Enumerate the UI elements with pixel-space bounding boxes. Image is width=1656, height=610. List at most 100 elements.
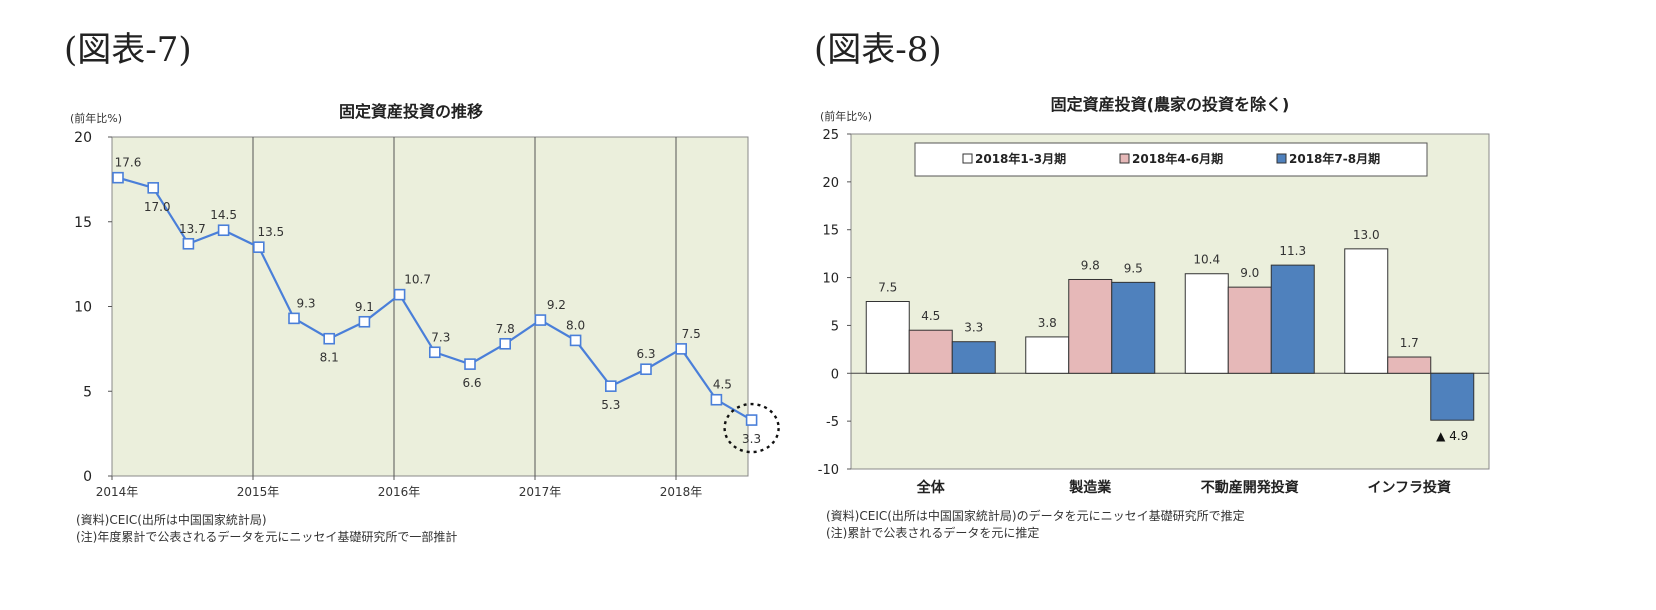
- figure-8-label: (図表-8): [814, 30, 942, 70]
- legend-box: [914, 142, 1428, 177]
- y-tick-label: 0: [83, 469, 92, 485]
- data-point: [182, 237, 195, 250]
- data-label: 6.3: [636, 347, 655, 361]
- data-point: [534, 314, 547, 326]
- data-label: 9.2: [547, 298, 566, 312]
- data-point: [217, 224, 230, 237]
- data-label: 9.8: [1081, 258, 1100, 272]
- chart-title: 固定資産投資の推移: [339, 102, 483, 121]
- plot-area: [850, 133, 1490, 470]
- data-label: 3.8: [1038, 316, 1057, 330]
- chart2-source-note: (資料)CEIC(出所は中国国家統計局)のデータを元にニッセイ基礎研究所で推定: [826, 509, 1245, 523]
- data-label: 10.4: [1193, 253, 1220, 267]
- y-tick-label: 25: [822, 128, 839, 143]
- data-point: [675, 343, 688, 355]
- y-tick-label: -5: [826, 415, 839, 430]
- chart1-footnote: (注)年度累計で公表されるデータを元にニッセイ基礎研究所で一部推計: [76, 530, 458, 544]
- chart-title: 固定資産投資(農家の投資を除く): [1051, 95, 1290, 114]
- data-label: 11.3: [1279, 244, 1306, 258]
- data-point: [393, 288, 406, 301]
- data-point: [323, 332, 336, 345]
- data-label: 8.1: [320, 351, 339, 365]
- legend-swatch: [1119, 153, 1130, 164]
- category-label: 製造業: [1068, 479, 1112, 496]
- data-point: [464, 358, 476, 370]
- data-point: [358, 315, 371, 328]
- y-axis-label: (前年比%): [70, 111, 122, 125]
- y-axis-label: (前年比%): [820, 109, 872, 123]
- bar: [1068, 278, 1113, 374]
- bar: [865, 301, 910, 374]
- data-label: 7.8: [496, 322, 515, 336]
- x-tick-label: 2015年: [237, 485, 280, 499]
- data-label: 3.3: [742, 432, 761, 446]
- data-label: 5.3: [601, 398, 620, 412]
- y-tick-label: 20: [822, 176, 839, 191]
- bar: [1025, 336, 1070, 374]
- data-point: [569, 334, 582, 347]
- data-label: 10.7: [404, 273, 431, 287]
- bar: [1184, 273, 1229, 374]
- data-point: [428, 346, 441, 359]
- data-point: [112, 171, 124, 184]
- data-label: 13.7: [179, 222, 206, 236]
- legend-label: 2018年4-6月期: [1132, 151, 1223, 166]
- y-tick-label: 10: [822, 272, 839, 287]
- y-tick-label: 0: [831, 367, 839, 382]
- bar: [1111, 281, 1156, 374]
- bar: [1344, 248, 1389, 374]
- y-tick-label: -10: [818, 463, 839, 478]
- data-point: [147, 182, 159, 194]
- data-label: 9.5: [1124, 261, 1143, 275]
- figure-7-label: (図表-7): [64, 30, 192, 70]
- data-point: [710, 393, 723, 406]
- y-tick-label: 20: [74, 130, 92, 146]
- data-label: 7.5: [682, 327, 701, 341]
- data-label: 1.7: [1400, 336, 1419, 350]
- data-label: 13.0: [1353, 228, 1380, 242]
- data-label: 17.6: [115, 156, 142, 170]
- bar: [1387, 356, 1432, 374]
- legend-swatch: [1276, 153, 1287, 164]
- data-point: [640, 363, 652, 376]
- y-tick-label: 10: [74, 300, 92, 316]
- y-tick-label: 5: [83, 384, 92, 400]
- data-label: 4.5: [713, 378, 732, 392]
- data-label: 8.0: [566, 318, 585, 332]
- data-label: 3.3: [964, 321, 983, 335]
- data-label: ▲ 4.9: [1436, 429, 1468, 443]
- data-point: [499, 337, 512, 350]
- legend-swatch: [962, 153, 973, 164]
- plot-area: [111, 136, 749, 477]
- legend-label: 2018年1-3月期: [975, 151, 1066, 166]
- y-tick-label: 15: [822, 224, 839, 239]
- bar: [1270, 264, 1315, 374]
- x-tick-label: 2018年: [660, 485, 703, 499]
- y-tick-label: 5: [831, 319, 839, 334]
- x-tick-label: 2017年: [519, 485, 562, 499]
- data-label: 9.0: [1240, 266, 1259, 280]
- data-point: [253, 241, 265, 253]
- chart2-footnote: (注)累計で公表されるデータを元に推定: [826, 526, 1040, 540]
- bar-chart: -10 -5 0 5 10 15 20 25 (前年比%) 固定資産投資(農家の投資を除く) 201…: [818, 95, 1490, 496]
- data-label: 9.1: [355, 300, 374, 314]
- bar: [908, 329, 953, 374]
- y-tick-label: 15: [74, 215, 92, 231]
- category-label: インフラ投資: [1367, 479, 1451, 496]
- x-tick-label: 2014年: [96, 485, 139, 499]
- bar: [951, 341, 996, 374]
- data-label: 6.6: [462, 376, 481, 390]
- chart1-source-note: (資料)CEIC(出所は中国国家統計局): [76, 513, 267, 527]
- data-label: 7.5: [878, 281, 897, 295]
- data-point: [288, 312, 300, 325]
- line-chart: 2014年 2015年 2016年 2017年 2018年 0 5 10 15 20 (前年比%) 固…: [70, 102, 780, 499]
- data-label: 17.0: [144, 200, 171, 214]
- data-label: 4.5: [921, 309, 940, 323]
- x-tick-label: 2016年: [378, 485, 421, 499]
- bar: [1430, 372, 1475, 421]
- legend-label: 2018年7-8月期: [1289, 151, 1380, 166]
- category-label: 全体: [916, 479, 946, 496]
- category-label: 不動産開発投資: [1201, 479, 1299, 496]
- data-point: [604, 380, 617, 392]
- data-label: 7.3: [431, 330, 450, 344]
